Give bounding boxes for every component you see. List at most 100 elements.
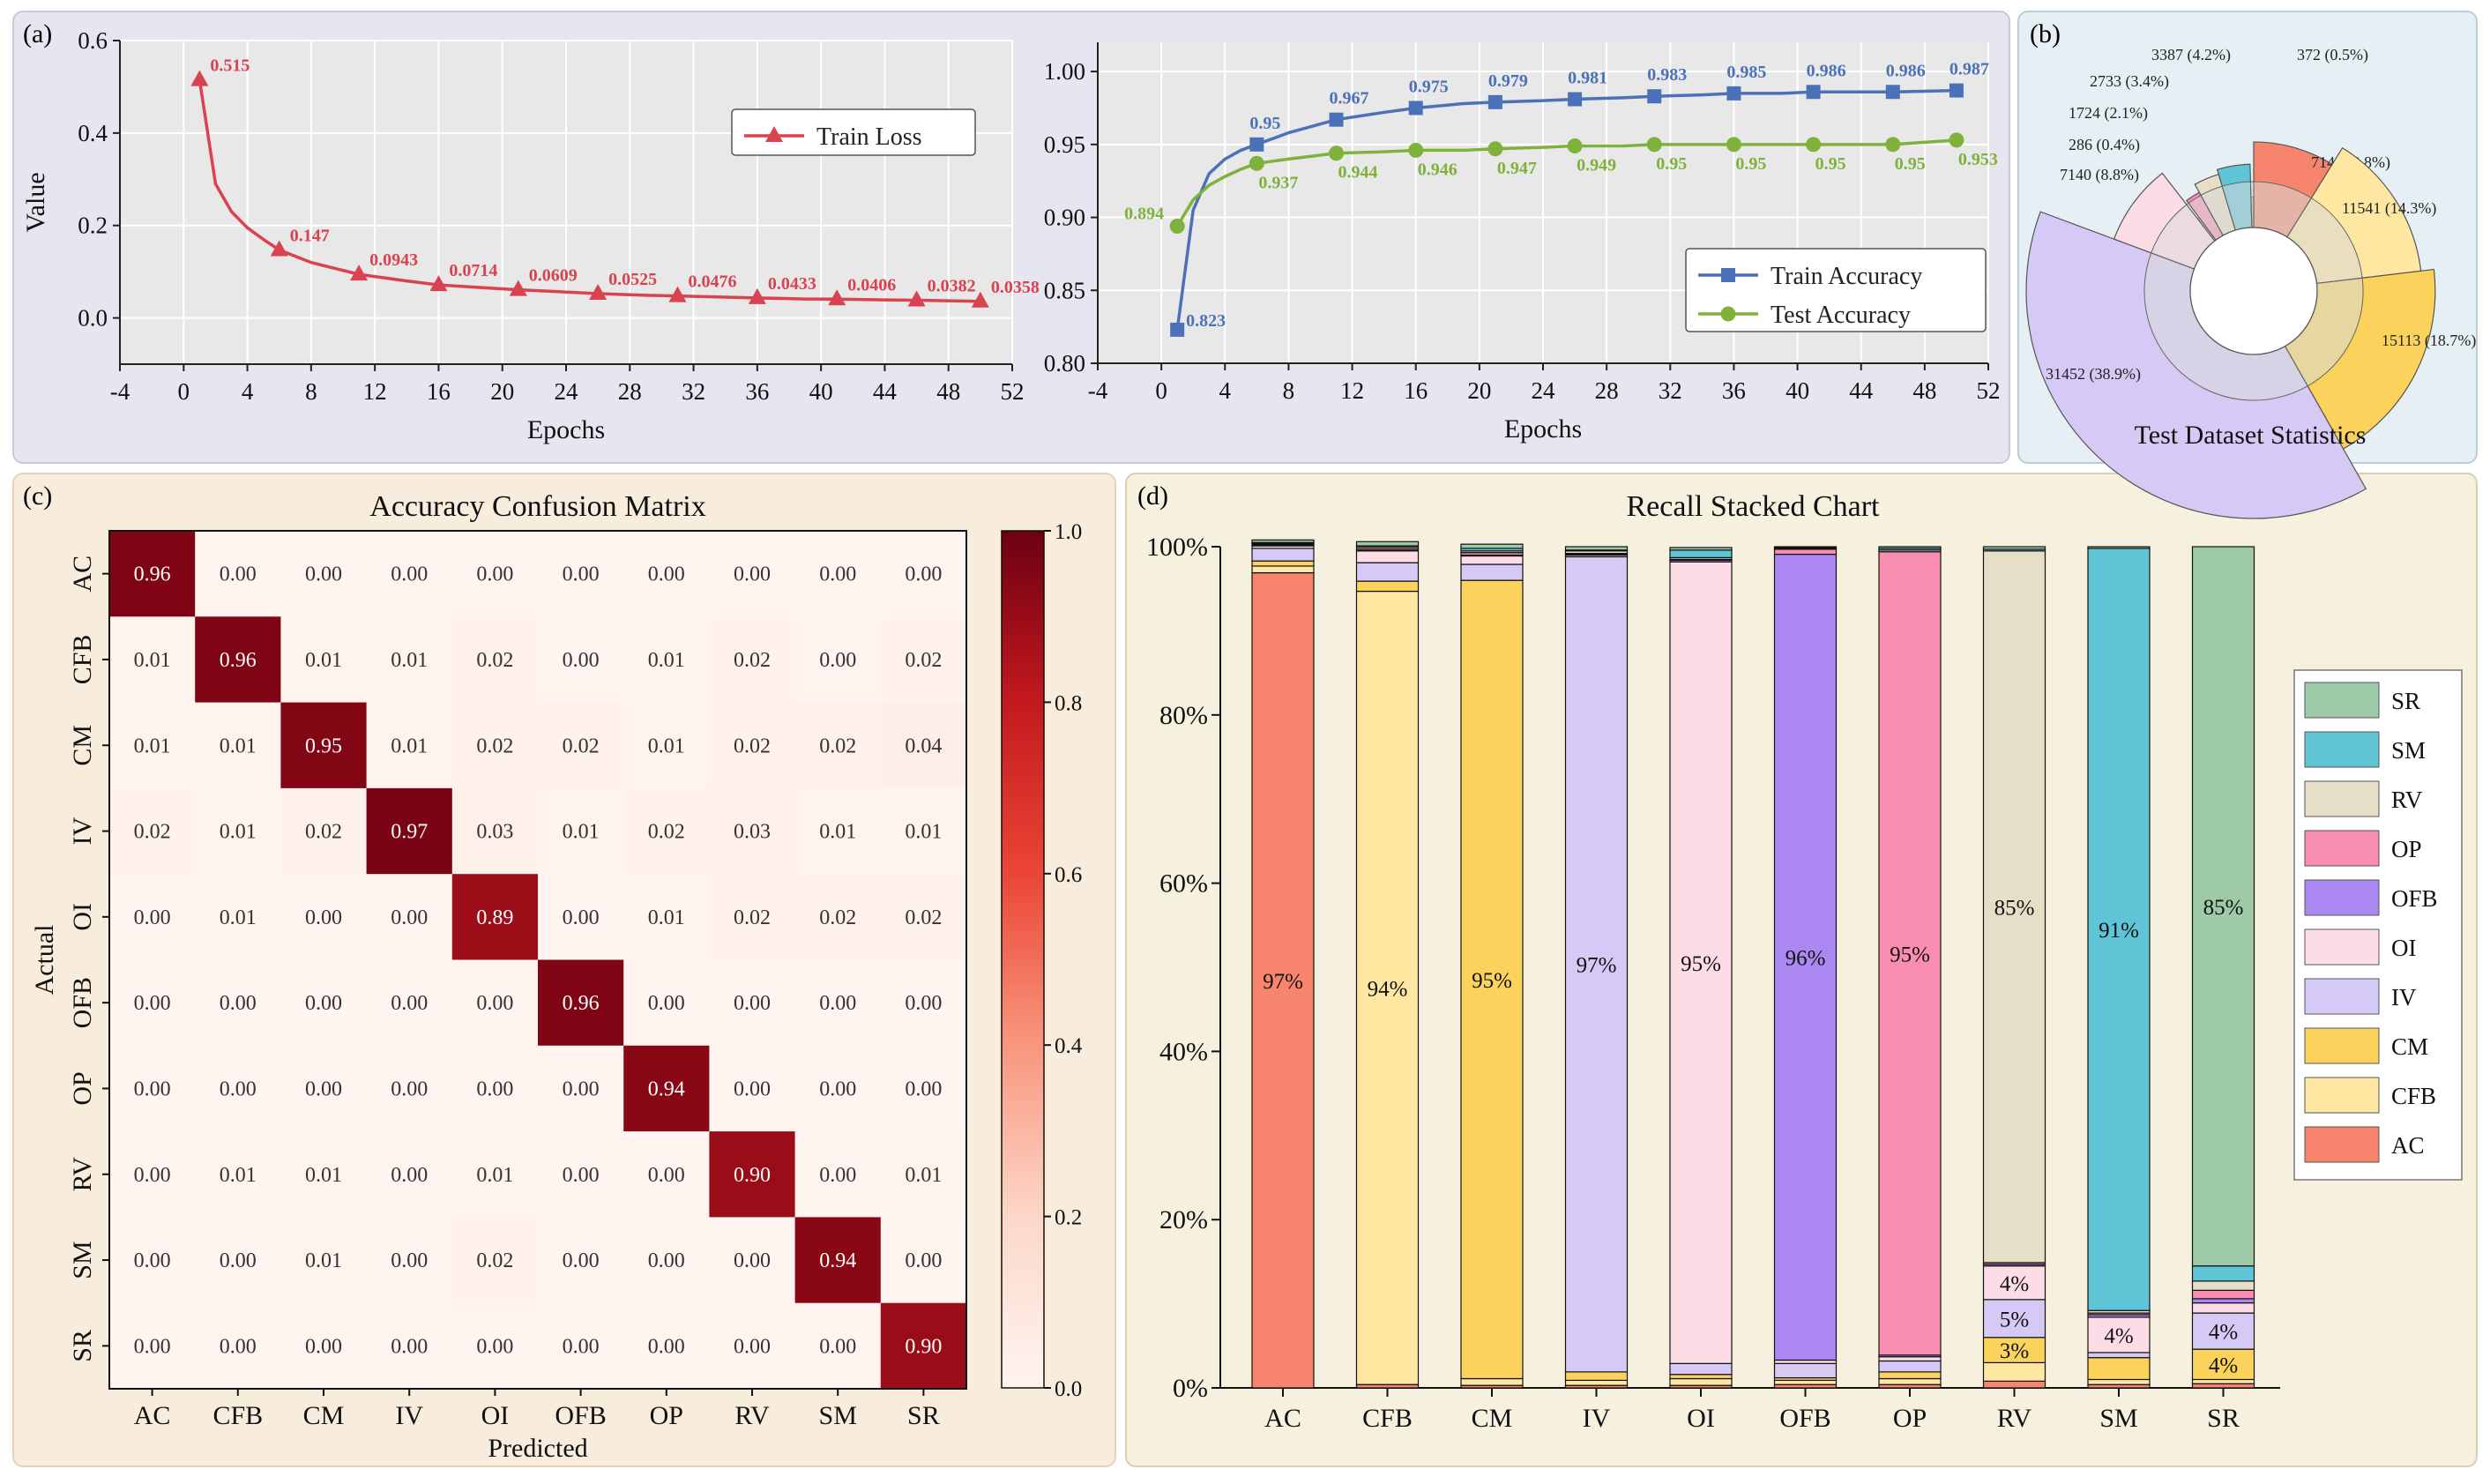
matrix-cell-value: 0.01 <box>905 1164 942 1187</box>
matrix-cell <box>195 1302 281 1390</box>
legend-marker <box>1720 306 1736 322</box>
matrix-cell <box>366 1131 453 1218</box>
matrix-cell-value: 0.01 <box>220 735 257 757</box>
legend-label: Test Accuracy <box>1771 302 1911 329</box>
matrix-cell <box>880 874 967 960</box>
matrix-cell-value: 0.02 <box>134 821 171 844</box>
colorbar-tick-label: 0.2 <box>1055 1206 1082 1230</box>
matrix-cell-value: 0.01 <box>305 649 342 672</box>
x-tick-label: 0 <box>178 378 190 405</box>
matrix-cell <box>794 959 882 1047</box>
x-tick-label: RV <box>1997 1404 2032 1433</box>
pie-label-op: 1724 (2.1%) <box>2069 104 2148 123</box>
stack-segment-oi <box>1460 555 1524 565</box>
x-tick-label: 40 <box>1785 377 1809 404</box>
matrix-cell <box>366 1302 453 1390</box>
x-tick-label: 36 <box>1722 377 1746 404</box>
legend-swatch-op <box>2304 830 2380 867</box>
legend-swatch-cfb <box>2304 1077 2380 1114</box>
matrix-cell-value: 0.00 <box>648 1335 685 1358</box>
matrix-cell-value: 0.00 <box>734 1078 771 1100</box>
colorbar <box>1001 530 1045 1389</box>
matrix-cell <box>794 616 882 704</box>
stack-segment-iv <box>1355 562 1420 582</box>
x-tick-label: 8 <box>1283 377 1295 404</box>
y-tick-label: OP <box>68 1071 97 1105</box>
data-marker <box>1249 155 1264 171</box>
matrix-cell <box>538 702 624 789</box>
stack-segment-cm <box>1355 580 1420 593</box>
stack-segment-cfb <box>1460 1377 1524 1386</box>
matrix-cell-value: 0.00 <box>563 563 600 586</box>
matrix-cell <box>366 702 453 789</box>
matrix-cell-value: 0.01 <box>563 821 600 844</box>
matrix-cell <box>794 1131 882 1218</box>
colorbar-tick-label: 0.4 <box>1055 1034 1083 1058</box>
x-tick-label: CM <box>303 1401 345 1430</box>
stack-segment-cfb <box>1878 1377 1942 1385</box>
stack-segment-oi <box>1878 1356 1942 1362</box>
y-tick-label: 0.2 <box>78 213 108 239</box>
matrix-cell-value: 0.01 <box>819 821 856 844</box>
stack-segment-sr <box>2191 546 2255 1267</box>
matrix-cell-value: 0.02 <box>563 735 600 757</box>
data-label: 0.947 <box>1497 159 1537 178</box>
matrix-cell-value: 0.00 <box>391 906 428 929</box>
matrix-cell-value: 0.89 <box>476 906 513 929</box>
matrix-cell <box>794 702 882 789</box>
matrix-cell <box>880 1302 967 1390</box>
data-marker <box>1646 137 1662 153</box>
confusion-matrix: Accuracy Confusion Matrix 0.96 0.00 0.00 0.0… <box>30 490 1083 1463</box>
matrix-cell-value: 0.01 <box>305 1249 342 1272</box>
x-tick-label: -4 <box>1088 377 1108 404</box>
data-marker <box>1949 132 1964 148</box>
legend-label: CM <box>2391 1033 2428 1060</box>
matrix-cell <box>709 1217 796 1304</box>
matrix-cell <box>709 1302 796 1390</box>
y-tick-label: 0.95 <box>1044 131 1085 158</box>
matrix-cell <box>880 1131 967 1218</box>
matrix-cell-value: 0.00 <box>734 1335 771 1358</box>
x-tick-label: 16 <box>1404 377 1428 404</box>
stack-segment-sr <box>1669 547 1733 551</box>
segment-label: 4% <box>2209 1321 2238 1345</box>
matrix-cell <box>451 1045 539 1132</box>
data-label: 0.95 <box>1815 154 1846 174</box>
pie-center-hole <box>2189 227 2318 355</box>
data-label: 0.983 <box>1647 65 1687 85</box>
matrix-cell-value: 0.00 <box>134 906 171 929</box>
matrix-cell-value: 0.02 <box>648 821 685 844</box>
stack-segment-sr <box>1251 539 1315 543</box>
matrix-cell-value: 0.90 <box>905 1335 942 1358</box>
colorbar-tick-label: 1.0 <box>1055 520 1082 544</box>
matrix-cell-value: 0.00 <box>476 1335 513 1358</box>
x-tick-label: RV <box>734 1401 770 1430</box>
panel-label-c: (c) <box>23 481 52 511</box>
matrix-cell <box>880 959 967 1047</box>
matrix-cell <box>109 702 196 789</box>
matrix-cell-value: 0.03 <box>476 821 513 844</box>
matrix-cell-value: 0.02 <box>476 735 513 757</box>
matrix-cell-value: 0.01 <box>648 649 685 672</box>
stack-segment-cfb <box>1773 1379 1838 1385</box>
data-label: 0.0943 <box>369 250 418 270</box>
matrix-cell <box>280 959 368 1047</box>
matrix-cell-value: 0.03 <box>734 821 771 844</box>
legend-label: AC <box>2391 1132 2425 1159</box>
matrix-cell-value: 0.00 <box>905 563 942 586</box>
data-marker <box>1567 138 1583 153</box>
data-marker <box>1329 112 1344 127</box>
stack-segment-sm <box>2191 1265 2255 1282</box>
data-label: 0.987 <box>1950 60 1989 79</box>
matrix-cell-value: 0.00 <box>134 1078 171 1100</box>
data-label: 0.95 <box>1735 154 1766 174</box>
data-label: 0.944 <box>1338 163 1378 183</box>
matrix-cell-value: 0.00 <box>476 992 513 1015</box>
matrix-cell <box>623 616 710 704</box>
x-tick-label: 52 <box>1001 378 1025 405</box>
matrix-cell-value: 0.00 <box>134 1335 171 1358</box>
x-tick-label: 8 <box>305 378 317 405</box>
data-label: 0.823 <box>1186 311 1226 331</box>
y-tick-label: 0.90 <box>1044 205 1085 231</box>
legend-swatch-sm <box>2304 731 2380 768</box>
